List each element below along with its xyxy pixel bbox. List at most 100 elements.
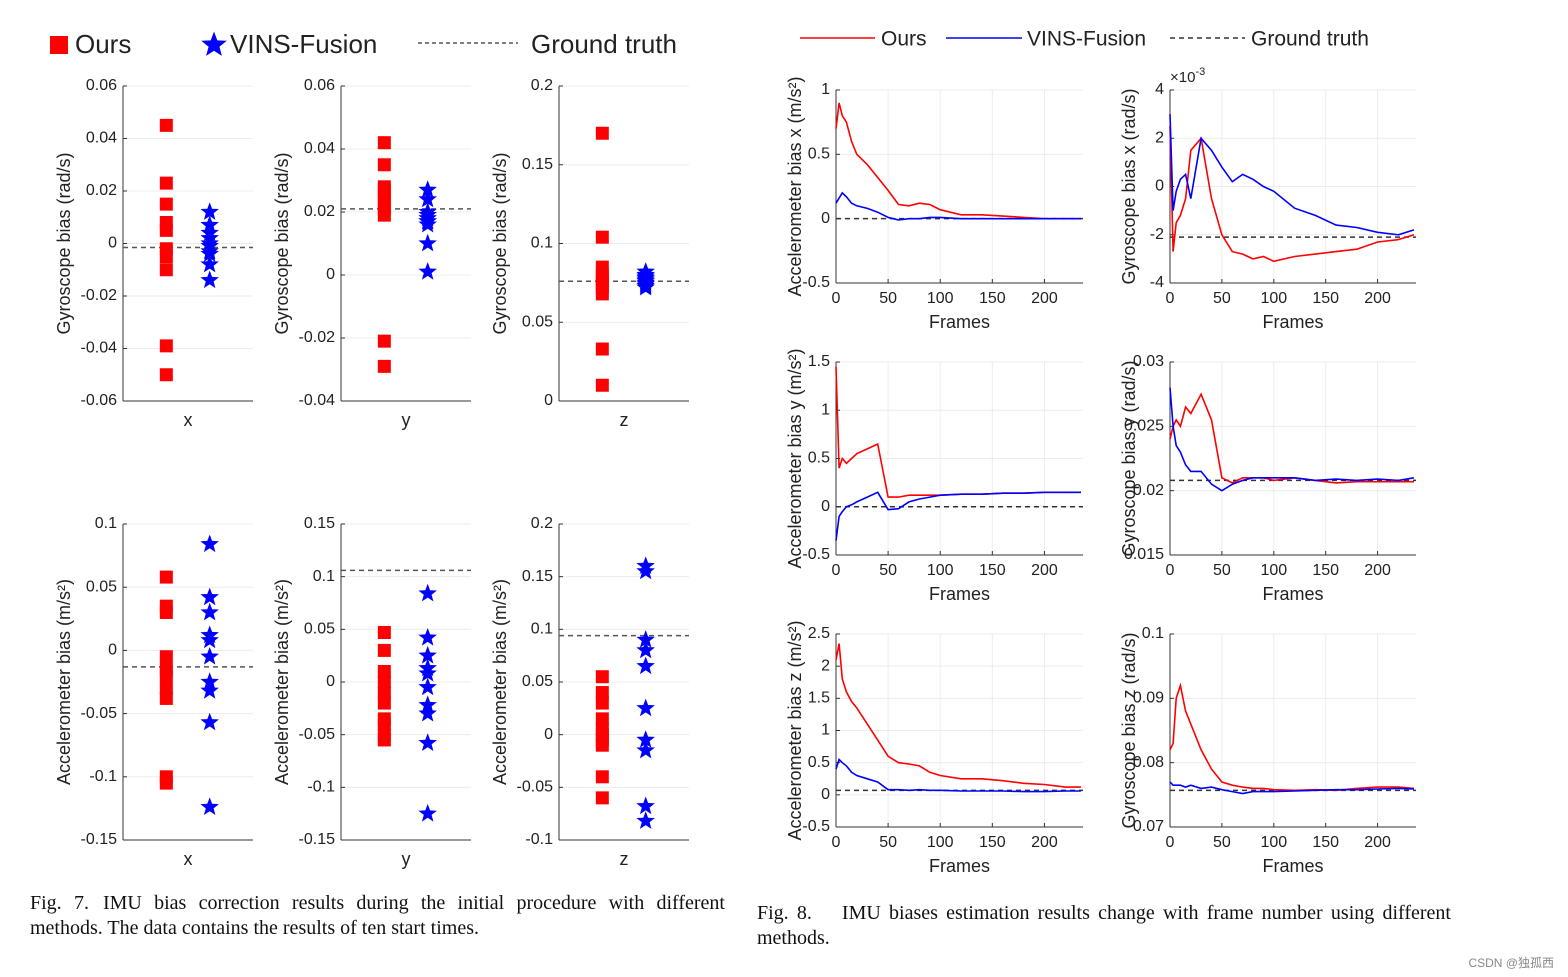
- x-category-label: y: [402, 849, 411, 869]
- y-tick-label: 0.06: [86, 77, 117, 94]
- y-tick-label: 0.1: [313, 568, 335, 585]
- star-marker: [418, 583, 437, 602]
- y-axis-label: Gyroscope bias (rad/s): [54, 152, 74, 334]
- y-tick-label: -0.1: [89, 768, 117, 785]
- x-tick-label: 100: [927, 834, 954, 851]
- y-tick-label: -0.1: [525, 831, 553, 848]
- y-tick-label: 0.02: [304, 203, 335, 220]
- star-marker: [636, 811, 655, 829]
- x-tick-label: 100: [1260, 562, 1287, 579]
- square-marker: [159, 250, 173, 264]
- star-marker: [200, 244, 219, 262]
- y-tick-label: 0.5: [808, 450, 830, 467]
- y-tick-label: -0.1: [307, 779, 335, 796]
- y-tick-label: -0.04: [81, 340, 118, 357]
- y-tick-label: 0.1: [1142, 625, 1164, 642]
- y-tick-label: 2.5: [808, 625, 830, 642]
- caption-fig8: Fig. 8. IMU biases estimation results cha…: [757, 901, 1451, 951]
- star-marker: [418, 803, 437, 822]
- x-tick-label: 150: [1312, 834, 1339, 851]
- star-marker: [418, 628, 437, 646]
- y-tick-label: 0.05: [522, 313, 553, 330]
- star-marker: [418, 262, 437, 280]
- square-marker: [377, 686, 391, 700]
- x-category-label: z: [620, 849, 629, 869]
- y-axis-label: Gyroscope bias (rad/s): [490, 152, 510, 334]
- y-tick-label: -2: [1150, 226, 1164, 243]
- star-marker: [636, 277, 655, 296]
- y-tick-label: 0: [821, 210, 830, 227]
- watermark: CSDN @独孤西: [1468, 956, 1554, 970]
- x-tick-label: 0: [1166, 290, 1175, 307]
- star-marker: [200, 630, 219, 649]
- legend-label: Ours: [881, 28, 927, 51]
- x-tick-label: 50: [879, 562, 897, 579]
- star-marker: [200, 602, 219, 621]
- y-tick-label: 0.07: [1133, 818, 1164, 835]
- y-tick-label: 0.5: [808, 146, 830, 163]
- y-axis-label: Gyroscope bias y (rad/s): [1119, 360, 1139, 556]
- y-tick-label: 0.02: [86, 182, 117, 199]
- y-axis-label: Accelerometer bias (m/s²): [490, 579, 510, 785]
- square-marker: [595, 378, 609, 392]
- star-marker: [636, 740, 655, 759]
- star-marker: [200, 797, 219, 815]
- square-marker: [159, 605, 173, 619]
- square-marker: [159, 669, 173, 683]
- square-marker: [159, 691, 173, 705]
- y-tick-label: -0.06: [81, 392, 118, 409]
- x-axis-label: Frames: [929, 312, 990, 332]
- y-tick-label: 0: [821, 498, 830, 515]
- square-marker: [377, 696, 391, 710]
- legend-label: Ground truth: [1251, 28, 1369, 51]
- square-marker: [595, 696, 609, 710]
- x-category-label: x: [184, 410, 193, 430]
- y-tick-label: 0.015: [1124, 546, 1164, 563]
- y-tick-label: 0.2: [531, 77, 553, 94]
- x-tick-label: 0: [832, 562, 841, 579]
- star-marker: [636, 730, 655, 748]
- star-marker: [200, 672, 219, 690]
- star-marker: [636, 630, 655, 648]
- x-tick-label: 200: [1364, 562, 1391, 579]
- y-tick-label: -0.5: [802, 818, 830, 835]
- x-tick-label: 200: [1031, 290, 1058, 307]
- square-marker: [377, 675, 391, 689]
- y-tick-label: 4: [1155, 81, 1164, 98]
- square-marker: [377, 664, 391, 678]
- y-tick-label: -0.02: [299, 329, 336, 346]
- x-tick-label: 150: [1312, 290, 1339, 307]
- star-marker: [201, 31, 227, 56]
- y-tick-label: 0.15: [522, 568, 553, 585]
- x-axis-label: Frames: [1262, 856, 1323, 876]
- star-marker: [200, 202, 219, 220]
- x-tick-label: 100: [927, 562, 954, 579]
- y-tick-label: 0: [108, 642, 117, 659]
- square-marker: [377, 208, 391, 222]
- star-marker: [418, 180, 437, 198]
- y-tick-label: 1: [821, 401, 830, 418]
- x-tick-label: 150: [979, 834, 1006, 851]
- series-line: [835, 191, 1081, 221]
- x-axis-label: Frames: [1262, 312, 1323, 332]
- y-tick-label: 0.15: [522, 156, 553, 173]
- y-tick-label: 0: [544, 726, 553, 743]
- y-axis-label: Accelerometer bias y (m/s²): [785, 348, 805, 568]
- y-tick-label: 0.15: [304, 515, 335, 532]
- y-tick-label: 1.5: [808, 690, 830, 707]
- star-marker: [200, 270, 219, 289]
- x-tick-label: 200: [1031, 562, 1058, 579]
- y-axis-label: Accelerometer bias x (m/s²): [785, 76, 805, 296]
- square-marker: [377, 359, 391, 373]
- square-marker: [159, 776, 173, 790]
- legend-label: Ground truth: [531, 29, 677, 59]
- series-line: [835, 102, 1081, 220]
- square-marker: [595, 791, 609, 805]
- y-tick-label: 0: [821, 786, 830, 803]
- x-tick-label: 100: [1260, 834, 1287, 851]
- x-tick-label: 150: [979, 290, 1006, 307]
- caption-label: Fig. 8.: [757, 902, 812, 924]
- x-category-label: z: [620, 410, 629, 430]
- series-line: [1169, 114, 1415, 236]
